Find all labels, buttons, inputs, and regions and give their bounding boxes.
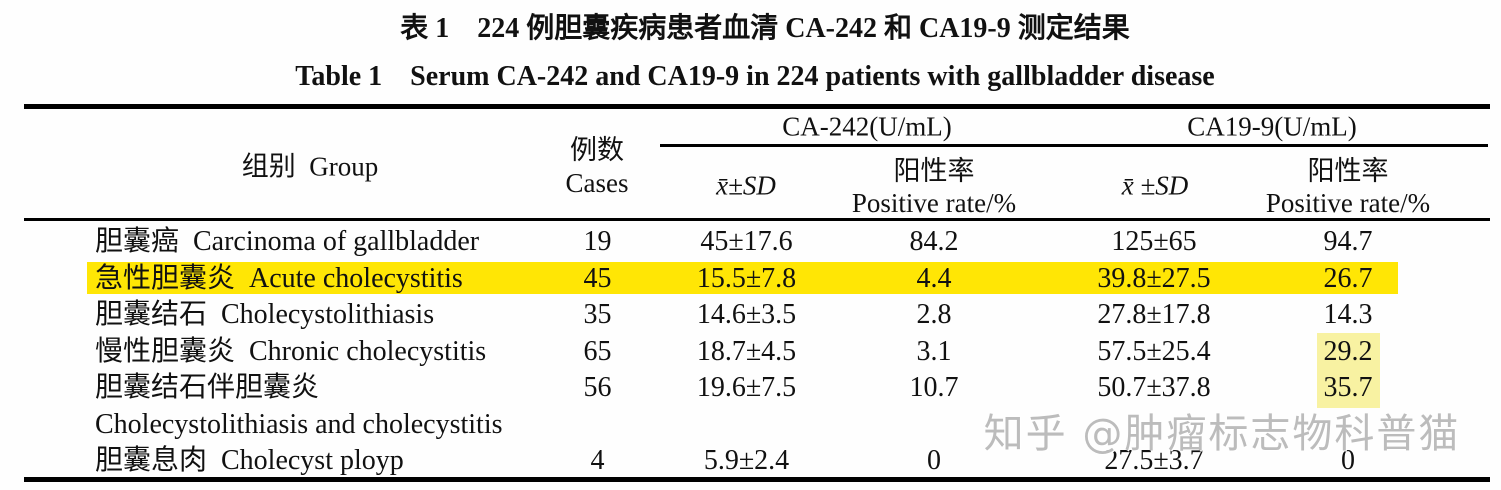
cell-ca199-rate: 35.7 bbox=[1278, 369, 1418, 408]
header-group: 组别 Group bbox=[241, 151, 379, 182]
spacer-cell bbox=[1418, 224, 1490, 261]
cell-ca242-rate: 84.2 bbox=[909, 226, 959, 257]
cell-ca242-rate: 10.7 bbox=[909, 372, 959, 403]
cell-ca199-mean: 27.8±17.8 bbox=[1097, 299, 1211, 330]
spacer-cell bbox=[1418, 261, 1490, 298]
zhihu-watermark: 知乎 @肿瘤标志物科普猫 bbox=[983, 411, 1461, 457]
header-bottom-rule bbox=[24, 218, 1490, 221]
row-highlight-band bbox=[87, 262, 1398, 294]
cell-cases: 45 bbox=[583, 262, 612, 294]
table-title-english: Table 1 Serum CA-242 and CA19-9 in 224 p… bbox=[295, 61, 1215, 92]
cell-group: 急性胆囊炎 Acute cholecystitis bbox=[95, 262, 463, 294]
table-title-chinese: 表 1 224 例胆囊疾病患者血清 CA-242 和 CA19-9 测定结果 bbox=[400, 13, 1130, 44]
cell-ca242-rate: 2.8 bbox=[916, 299, 952, 330]
header-cases-en: Cases bbox=[565, 168, 629, 198]
highlighted-value: 29.2 bbox=[1316, 332, 1380, 371]
header-ca242-span: CA-242(U/mL) bbox=[782, 111, 952, 142]
header-ca242-positive-rate-cn: 阳性率 bbox=[893, 156, 975, 186]
cell-group: 胆囊癌 Carcinoma of gallbladder bbox=[95, 226, 480, 257]
highlighted-value: 35.7 bbox=[1316, 369, 1380, 408]
header-ca242-mean-sd: x̄±SD bbox=[716, 170, 776, 201]
table-top-rule bbox=[24, 104, 1490, 109]
table-body: 胆囊癌 Carcinoma of gallbladder 19 45±17.6 … bbox=[24, 224, 1490, 480]
cell-ca242-mean: 18.7±4.5 bbox=[696, 335, 797, 367]
cell-ca199-mean: 125±65 bbox=[1111, 226, 1197, 257]
header-cases: 例数 Cases bbox=[566, 134, 629, 200]
cell-ca199-mean: 39.8±27.5 bbox=[1097, 262, 1211, 294]
header-ca199-mean-sd: x̄ ±SD bbox=[1121, 170, 1189, 201]
cell-ca242-mean: 15.5±7.8 bbox=[696, 262, 797, 294]
cell-ca199-rate: 29.2 bbox=[1278, 332, 1418, 371]
cell-cases: 35 bbox=[583, 299, 612, 330]
cell-group: 慢性胆囊炎 Chronic cholecystitis bbox=[95, 335, 487, 367]
cell-ca199-mean: 57.5±25.4 bbox=[1097, 335, 1211, 367]
cell-cases: 65 bbox=[583, 335, 612, 367]
table-bottom-rule bbox=[24, 477, 1490, 482]
cell-group: Cholecystolithiasis and cholecystitis bbox=[95, 408, 503, 440]
cell-cases: 56 bbox=[583, 372, 612, 403]
cell-ca242-mean: 5.9±2.4 bbox=[703, 445, 790, 476]
header-cases-cn: 例数 bbox=[570, 135, 624, 165]
cell-ca199-mean: 27.5±3.7 bbox=[1104, 445, 1204, 476]
spacer-cell bbox=[1418, 334, 1490, 371]
cell-ca199-rate: 94.7 bbox=[1323, 226, 1373, 257]
cell-ca242-mean: 14.6±3.5 bbox=[696, 299, 797, 330]
header-ca199-positive-rate-en: Positive rate/% bbox=[1265, 188, 1431, 218]
cell-cases: 19 bbox=[583, 226, 612, 257]
cell-ca199-rate: 14.3 bbox=[1323, 299, 1373, 330]
cell-group: 胆囊结石伴胆囊炎 bbox=[95, 372, 320, 403]
cell-ca242-rate: 0 bbox=[927, 445, 941, 476]
cell-group: 胆囊息肉 Cholecyst ployp bbox=[95, 445, 404, 476]
cell-ca242-mean: 45±17.6 bbox=[700, 226, 793, 257]
cell-cases bbox=[540, 407, 655, 444]
cell-ca242-rate: 3.1 bbox=[916, 335, 952, 367]
cell-ca242-mean: 19.6±7.5 bbox=[696, 372, 797, 403]
cell-ca199-rate: 26.7 bbox=[1323, 262, 1373, 294]
spanner-header-rule bbox=[660, 144, 1488, 147]
cell-ca199-mean: 50.7±37.8 bbox=[1097, 372, 1211, 403]
cell-ca242-mean bbox=[655, 407, 838, 444]
cell-cases: 4 bbox=[590, 445, 605, 476]
header-ca242-positive-rate: 阳性率 Positive rate/% bbox=[852, 155, 1016, 219]
cell-ca199-rate: 0 bbox=[1341, 445, 1355, 476]
spacer-cell bbox=[1418, 297, 1490, 334]
header-ca199-positive-rate-cn: 阳性率 bbox=[1307, 156, 1389, 186]
cell-group: 胆囊结石 Cholecystolithiasis bbox=[95, 299, 435, 330]
header-ca242-positive-rate-en: Positive rate/% bbox=[851, 188, 1017, 218]
header-ca199-positive-rate: 阳性率 Positive rate/% bbox=[1266, 155, 1430, 219]
header-ca199-span: CA19-9(U/mL) bbox=[1187, 111, 1357, 142]
cell-ca242-rate: 4.4 bbox=[916, 262, 952, 294]
